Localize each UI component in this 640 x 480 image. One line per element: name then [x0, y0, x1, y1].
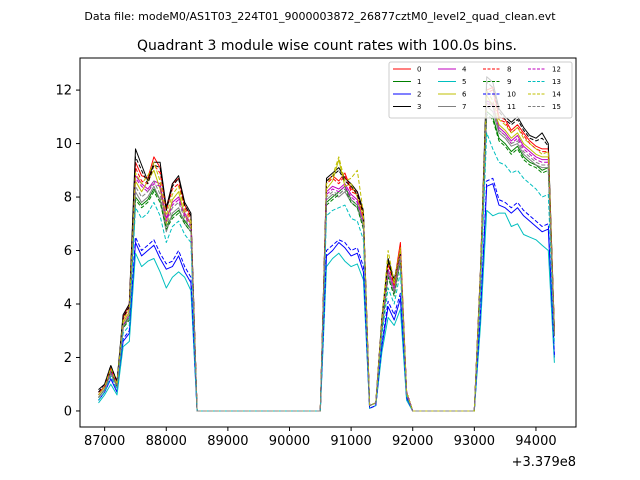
series-15-line [98, 100, 555, 412]
x-axis: 87000 88000 89000 90000 91000 92000 93000 94000 [84, 427, 557, 449]
x-tick-label: 91000 [330, 434, 371, 449]
legend-label-13: 13 [552, 78, 561, 86]
legend-label-11: 11 [507, 103, 516, 111]
x-tick-label: 88000 [146, 434, 187, 449]
data-file-label: Data file: modeM0/AS1T03_224T01_90000038… [84, 10, 556, 23]
legend-label-8: 8 [507, 66, 511, 74]
series-10-line [98, 177, 555, 412]
plot-frame [79, 57, 577, 428]
x-offset-label: +3.379e8 [512, 455, 576, 470]
y-axis: 0 2 4 6 8 10 12 [55, 84, 80, 419]
series-13-line [98, 132, 555, 412]
series-lines [98, 76, 555, 412]
legend-label-2: 2 [417, 91, 421, 99]
legend-label-4: 4 [462, 66, 467, 74]
series-6-line [98, 94, 555, 412]
series-5-line [98, 209, 555, 412]
x-tick-label: 92000 [392, 434, 433, 449]
x-tick-label: 93000 [454, 434, 495, 449]
legend-label-15: 15 [552, 103, 561, 111]
legend-label-6: 6 [462, 91, 467, 99]
legend-box [388, 61, 573, 119]
series-2-line [98, 183, 555, 412]
legend-label-5: 5 [462, 78, 466, 86]
y-tick-label: 2 [64, 351, 72, 366]
series-9-line [98, 113, 555, 412]
chart-title: Quadrant 3 module wise count rates with … [137, 38, 517, 54]
series-8-line [98, 89, 555, 412]
y-tick-label: 12 [55, 84, 72, 99]
legend-label-3: 3 [417, 103, 421, 111]
x-tick-label: 87000 [84, 434, 125, 449]
legend-label-9: 9 [507, 78, 511, 86]
legend-label-14: 14 [552, 91, 561, 99]
plot-area [79, 57, 577, 428]
x-tick-label: 89000 [207, 434, 248, 449]
x-tick-label: 94000 [515, 434, 556, 449]
y-tick-label: 8 [64, 191, 72, 206]
legend-label-0: 0 [417, 66, 421, 74]
legend-label-1: 1 [417, 78, 421, 86]
legend-label-7: 7 [462, 103, 466, 111]
y-tick-label: 4 [64, 298, 72, 313]
x-tick-label: 90000 [269, 434, 310, 449]
series-4-line [98, 100, 555, 412]
y-tick-label: 6 [64, 244, 72, 259]
series-14-line [98, 89, 555, 412]
legend-label-10: 10 [507, 91, 516, 99]
y-tick-label: 10 [55, 137, 72, 152]
y-tick-label: 0 [64, 404, 72, 419]
legend-label-12: 12 [552, 66, 561, 74]
